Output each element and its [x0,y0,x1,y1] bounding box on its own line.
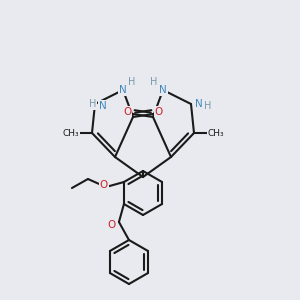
Text: N: N [159,85,167,95]
Text: N: N [119,85,127,95]
Text: O: O [100,180,108,190]
Text: O: O [123,107,131,117]
Text: CH₃: CH₃ [208,130,224,139]
Text: N: N [99,101,107,111]
Text: O: O [108,220,116,230]
Text: H: H [89,99,97,109]
Text: H: H [204,101,212,111]
Text: CH₃: CH₃ [63,130,79,139]
Text: H: H [150,77,158,87]
Text: O: O [154,107,163,117]
Text: H: H [128,77,136,87]
Text: N: N [195,99,203,109]
